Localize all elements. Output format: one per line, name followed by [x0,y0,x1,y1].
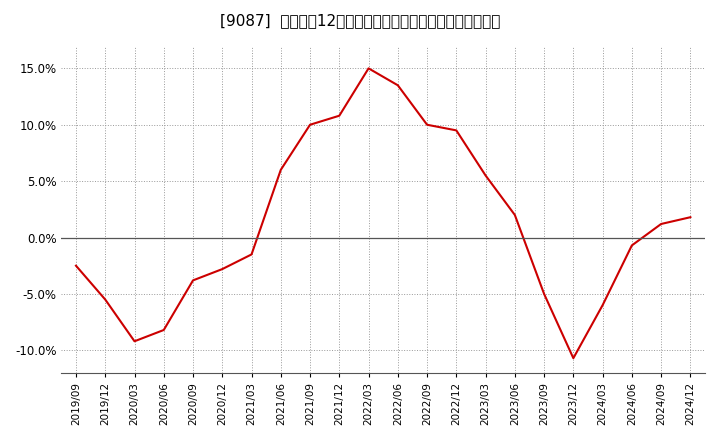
Text: [9087]  売上高の12か月移動合計の対前年同期増減率の推移: [9087] 売上高の12か月移動合計の対前年同期増減率の推移 [220,13,500,28]
